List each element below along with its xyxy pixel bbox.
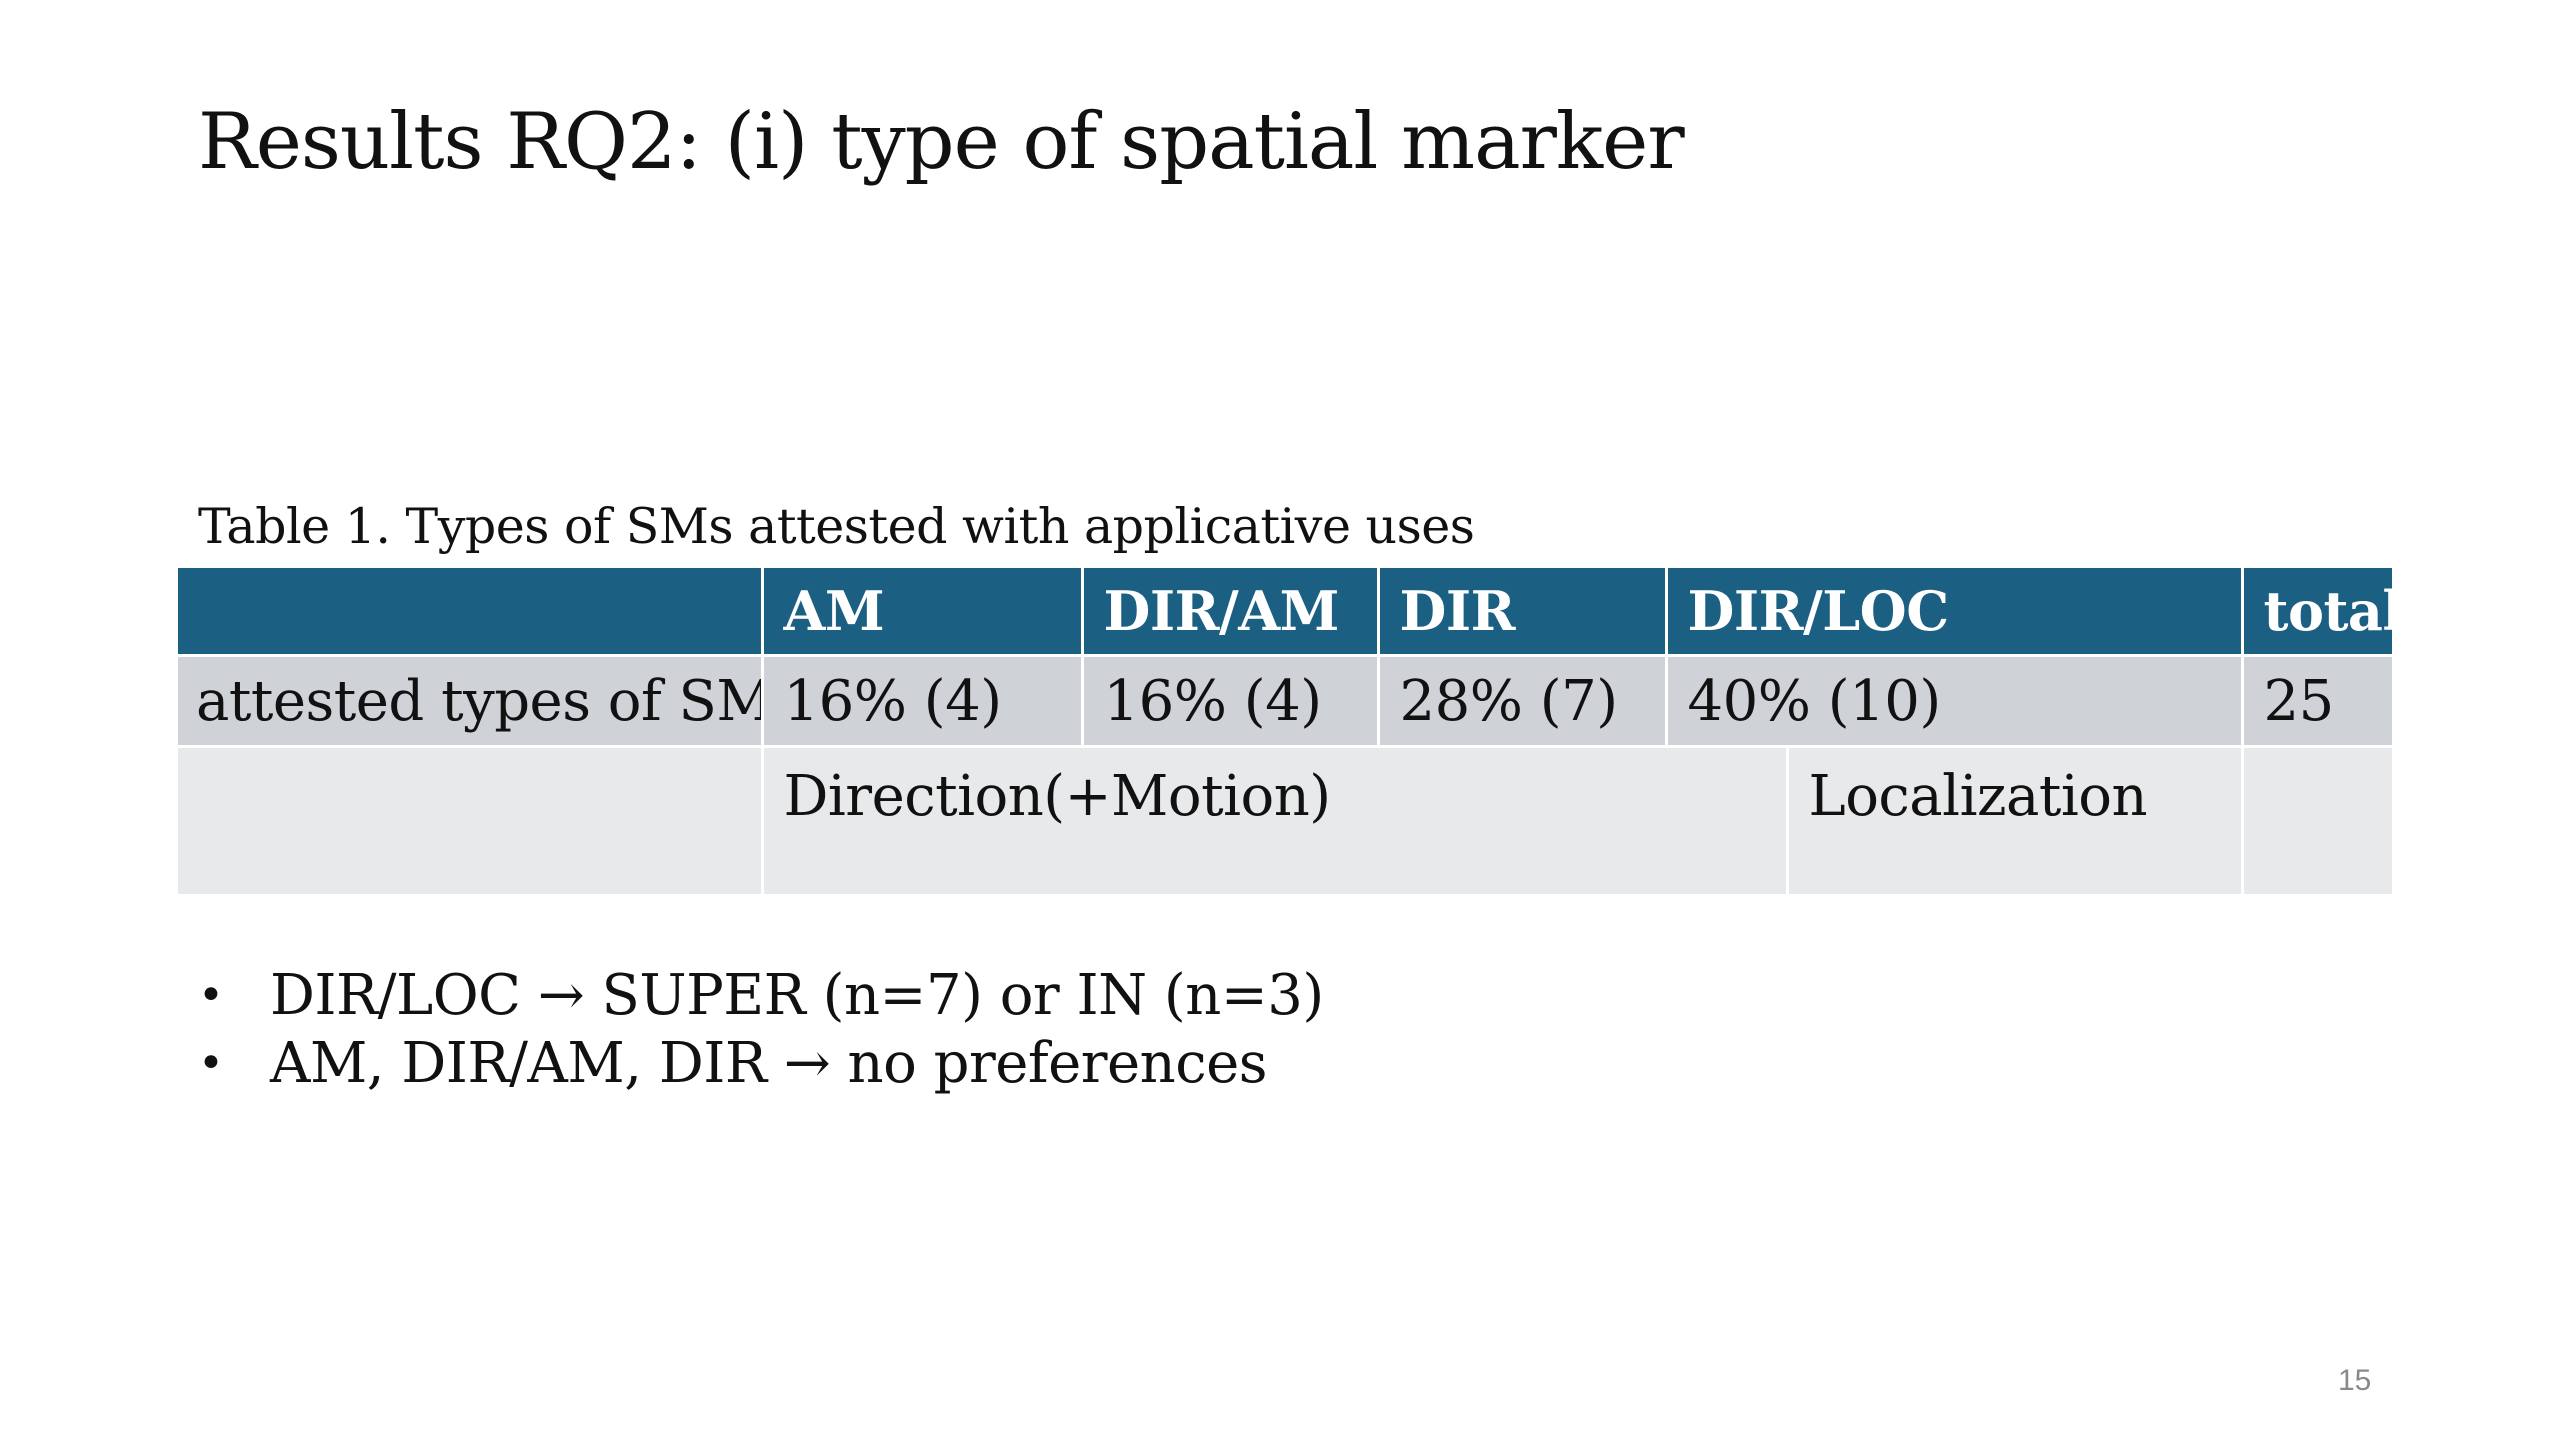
bullet-text: AM, DIR/AM, DIR → no preferences bbox=[270, 1031, 1267, 1096]
row2-total-empty bbox=[2240, 745, 2392, 894]
bullet-marker: • bbox=[198, 970, 224, 1021]
header-cell-am: AM bbox=[760, 568, 1082, 656]
header-cell-dir-am: DIR/AM bbox=[1080, 568, 1378, 656]
header-cell-empty bbox=[178, 568, 762, 656]
cell-am: 16% (4) bbox=[760, 654, 1082, 747]
bullet-marker: • bbox=[198, 1038, 224, 1089]
bullet-text: DIR/LOC → SUPER (n=7) or IN (n=3) bbox=[270, 963, 1324, 1028]
cell-dir: 28% (7) bbox=[1376, 654, 1666, 747]
localization-label: Localization bbox=[1785, 749, 2241, 894]
table-row: Direction(+Motion) Localization bbox=[178, 745, 2392, 894]
direction-motion-label: Direction(+Motion) bbox=[783, 764, 1332, 829]
bullet-item: • DIR/LOC → SUPER (n=7) or IN (n=3) bbox=[198, 962, 1324, 1030]
row-label-empty bbox=[178, 745, 762, 894]
table-caption: Table 1. Types of SMs attested with appl… bbox=[198, 498, 1475, 555]
table-header-row: AM DIR/AM DIR DIR/LOC total bbox=[178, 568, 2392, 656]
grouping-cell: Direction(+Motion) Localization bbox=[760, 745, 2242, 894]
cell-total: 25 bbox=[2240, 654, 2392, 747]
row-label: attested types of SMs bbox=[178, 654, 762, 747]
results-table: AM DIR/AM DIR DIR/LOC total attested typ… bbox=[178, 568, 2392, 894]
table-row: attested types of SMs 16% (4) 16% (4) 28… bbox=[178, 654, 2392, 747]
bullet-item: • AM, DIR/AM, DIR → no preferences bbox=[198, 1030, 1324, 1098]
page-number: 15 bbox=[2338, 1364, 2372, 1397]
slide-title: Results RQ2: (i) type of spatial marker bbox=[198, 97, 1685, 187]
cell-dir-loc: 40% (10) bbox=[1664, 654, 2242, 747]
cell-dir-am: 16% (4) bbox=[1080, 654, 1378, 747]
header-cell-dir: DIR bbox=[1376, 568, 1666, 656]
header-cell-total: total bbox=[2240, 568, 2392, 656]
header-cell-dir-loc: DIR/LOC bbox=[1664, 568, 2242, 656]
bullet-list: • DIR/LOC → SUPER (n=7) or IN (n=3) • AM… bbox=[198, 962, 1324, 1098]
